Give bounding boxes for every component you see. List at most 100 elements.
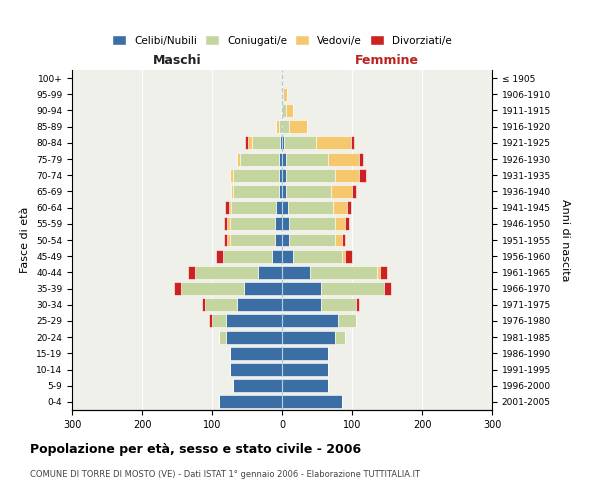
Bar bbox=[282, 314, 338, 328]
Bar bbox=[205, 298, 236, 311]
Bar bbox=[335, 218, 345, 230]
Bar bbox=[229, 169, 233, 181]
Bar bbox=[277, 120, 278, 133]
Bar bbox=[282, 347, 328, 360]
Bar bbox=[227, 218, 229, 230]
Bar bbox=[219, 330, 226, 344]
Bar bbox=[257, 266, 282, 279]
Bar bbox=[316, 136, 350, 149]
Bar bbox=[380, 266, 387, 279]
Bar bbox=[282, 185, 286, 198]
Bar bbox=[283, 88, 287, 101]
Bar bbox=[252, 136, 280, 149]
Bar bbox=[282, 201, 287, 214]
Bar bbox=[271, 250, 282, 262]
Bar bbox=[181, 282, 244, 295]
Bar bbox=[282, 282, 320, 295]
Bar bbox=[173, 282, 181, 295]
Bar bbox=[289, 234, 335, 246]
Bar bbox=[282, 104, 286, 117]
Bar bbox=[226, 330, 282, 344]
Bar bbox=[275, 234, 282, 246]
Bar bbox=[377, 266, 380, 279]
Bar bbox=[350, 136, 354, 149]
Bar bbox=[286, 152, 328, 166]
Bar bbox=[278, 152, 282, 166]
Bar bbox=[284, 136, 316, 149]
Text: Femmine: Femmine bbox=[355, 54, 419, 67]
Bar bbox=[248, 136, 252, 149]
Bar bbox=[244, 282, 282, 295]
Y-axis label: Anni di nascita: Anni di nascita bbox=[560, 198, 571, 281]
Bar bbox=[282, 152, 286, 166]
Bar bbox=[209, 314, 212, 328]
Bar bbox=[224, 218, 227, 230]
Bar bbox=[335, 169, 359, 181]
Bar bbox=[226, 201, 229, 214]
Bar bbox=[328, 152, 359, 166]
Bar bbox=[282, 234, 289, 246]
Bar bbox=[212, 314, 226, 328]
Bar bbox=[280, 136, 282, 149]
Text: Popolazione per età, sesso e stato civile - 2006: Popolazione per età, sesso e stato civil… bbox=[30, 442, 361, 456]
Bar bbox=[335, 330, 345, 344]
Bar bbox=[282, 298, 320, 311]
Bar bbox=[233, 379, 282, 392]
Bar bbox=[202, 298, 205, 311]
Bar bbox=[236, 152, 240, 166]
Bar bbox=[310, 266, 377, 279]
Bar bbox=[335, 234, 341, 246]
Bar bbox=[287, 201, 333, 214]
Bar bbox=[229, 234, 275, 246]
Bar bbox=[219, 396, 282, 408]
Bar bbox=[383, 282, 391, 295]
Bar bbox=[341, 250, 345, 262]
Bar bbox=[215, 250, 223, 262]
Bar bbox=[289, 218, 335, 230]
Bar bbox=[286, 169, 335, 181]
Bar bbox=[282, 396, 341, 408]
Bar bbox=[236, 298, 282, 311]
Bar bbox=[231, 185, 233, 198]
Bar bbox=[333, 201, 347, 214]
Bar bbox=[229, 363, 282, 376]
Bar bbox=[240, 152, 278, 166]
Bar bbox=[224, 234, 227, 246]
Bar bbox=[282, 218, 289, 230]
Bar bbox=[341, 234, 345, 246]
Bar bbox=[359, 169, 366, 181]
Bar bbox=[320, 298, 355, 311]
Bar bbox=[282, 363, 328, 376]
Y-axis label: Fasce di età: Fasce di età bbox=[20, 207, 31, 273]
Bar bbox=[347, 201, 350, 214]
Bar bbox=[281, 104, 282, 117]
Bar bbox=[355, 298, 359, 311]
Bar bbox=[194, 266, 257, 279]
Bar bbox=[227, 234, 229, 246]
Bar bbox=[331, 185, 352, 198]
Bar bbox=[233, 185, 278, 198]
Bar bbox=[277, 201, 282, 214]
Bar bbox=[282, 330, 335, 344]
Bar bbox=[275, 218, 282, 230]
Bar bbox=[359, 152, 362, 166]
Bar bbox=[282, 379, 328, 392]
Bar bbox=[282, 120, 289, 133]
Bar bbox=[345, 250, 352, 262]
Bar bbox=[187, 266, 194, 279]
Bar bbox=[282, 250, 293, 262]
Bar bbox=[352, 185, 355, 198]
Text: COMUNE DI TORRE DI MOSTO (VE) - Dati ISTAT 1° gennaio 2006 - Elaborazione TUTTIT: COMUNE DI TORRE DI MOSTO (VE) - Dati IST… bbox=[30, 470, 420, 479]
Bar bbox=[278, 185, 282, 198]
Bar bbox=[245, 136, 248, 149]
Text: Maschi: Maschi bbox=[152, 54, 202, 67]
Bar bbox=[286, 185, 331, 198]
Bar bbox=[223, 250, 271, 262]
Bar bbox=[338, 314, 355, 328]
Bar bbox=[231, 201, 277, 214]
Bar bbox=[233, 169, 278, 181]
Bar bbox=[345, 218, 349, 230]
Bar bbox=[282, 266, 310, 279]
Bar bbox=[229, 347, 282, 360]
Bar bbox=[282, 169, 286, 181]
